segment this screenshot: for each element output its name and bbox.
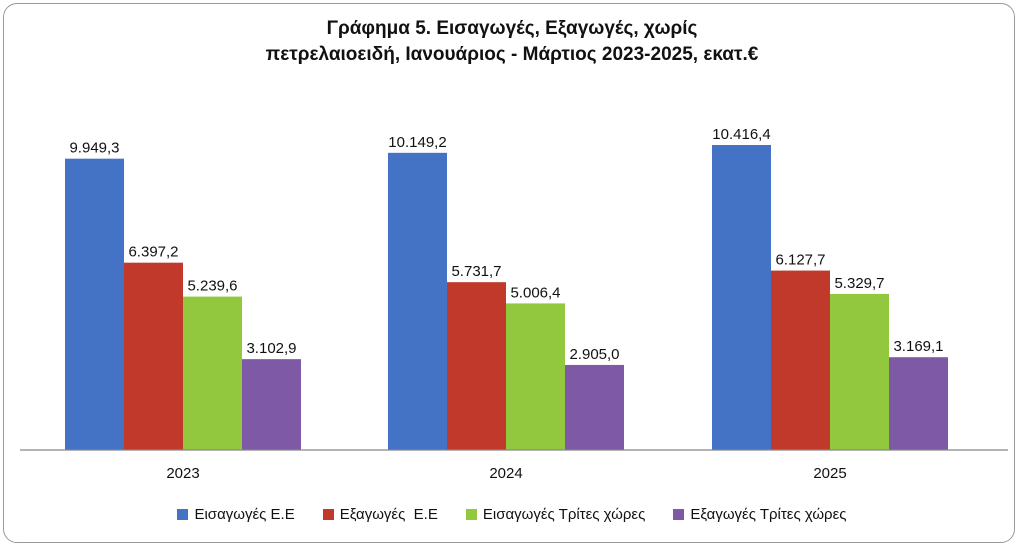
legend-label-1: Εισαγωγές Ε.Ε: [194, 506, 295, 523]
legend-label-2: Εξαγωγές Ε.Ε: [339, 506, 438, 523]
legend-item-3: Εισαγωγές Τρίτες χώρες: [465, 506, 646, 523]
x-tick-label-2025: 2025: [813, 465, 846, 482]
data-label-2024-series-2: 5.731,7: [451, 263, 501, 280]
data-label-2025-series-4: 3.169,1: [893, 338, 943, 355]
data-label-2023-series-2: 6.397,2: [128, 244, 178, 261]
legend-swatch-1: [177, 509, 189, 520]
x-tick-label-2023: 2023: [166, 465, 199, 482]
legend-swatch-3: [465, 509, 477, 520]
bar-2023-series-1: [65, 158, 124, 450]
data-label-2025-series-2: 6.127,7: [775, 252, 825, 269]
legend: Εισαγωγές Ε.Ε Εξαγωγές Ε.Ε Εισαγωγές Τρίτε…: [0, 506, 1024, 523]
bar-2024-series-2: [447, 282, 506, 450]
legend-item-2: Εξαγωγές Ε.Ε: [322, 506, 438, 523]
legend-swatch-4: [673, 509, 685, 520]
data-label-2023-series-4: 3.102,9: [246, 340, 296, 357]
bar-2025-series-4: [889, 357, 948, 450]
legend-item-1: Εισαγωγές Ε.Ε: [177, 506, 295, 523]
bar-2024-series-1: [388, 152, 447, 450]
legend-label-4: Εξαγωγές Τρίτες χώρες: [690, 506, 847, 523]
chart-title: Γράφημα 5. Εισαγωγές, Εξαγωγές, χωρίς πε…: [0, 16, 1024, 68]
bar-2024-series-3: [506, 303, 565, 450]
data-label-2025-series-1: 10.416,4: [712, 126, 770, 143]
data-label-2024-series-3: 5.006,4: [510, 284, 560, 301]
x-tick-label-2024: 2024: [489, 465, 522, 482]
bar-2023-series-3: [183, 296, 242, 450]
data-label-2023-series-1: 9.949,3: [69, 140, 119, 157]
data-label-2023-series-3: 5.239,6: [187, 278, 237, 295]
bar-2023-series-2: [124, 262, 183, 450]
legend-label-3: Εισαγωγές Τρίτες χώρες: [482, 506, 646, 523]
data-label-2024-series-1: 10.149,2: [388, 134, 446, 151]
data-label-2024-series-4: 2.905,0: [569, 346, 619, 363]
bar-2023-series-4: [242, 359, 301, 450]
legend-item-4: Εξαγωγές Τρίτες χώρες: [673, 506, 847, 523]
chart-title-line-1: Γράφημα 5. Εισαγωγές, Εξαγωγές, χωρίς: [326, 18, 698, 39]
data-label-2025-series-3: 5.329,7: [834, 275, 884, 292]
bar-2025-series-2: [771, 270, 830, 450]
bar-2024-series-4: [565, 364, 624, 450]
bar-2025-series-1: [712, 145, 771, 450]
chart-title-line-2: πετρελαιοειδή, Ιανουάριος - Μάρτιος 2023…: [265, 44, 759, 65]
legend-swatch-2: [322, 509, 334, 520]
bar-2025-series-3: [830, 293, 889, 450]
